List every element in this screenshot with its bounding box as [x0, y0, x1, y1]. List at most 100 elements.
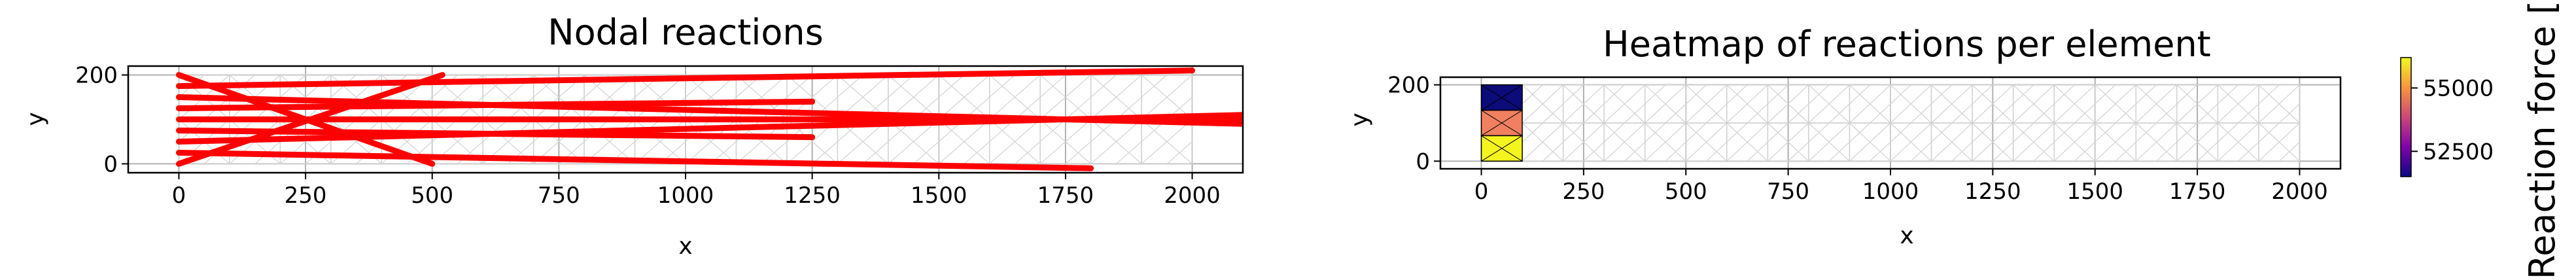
mesh-edge [2013, 84, 2055, 124]
mesh-edge [1951, 103, 1973, 124]
x-tick-label: 500 [411, 183, 453, 209]
x-tick-label: 1500 [2066, 179, 2123, 205]
x-tick-label: 1750 [2169, 179, 2226, 205]
mesh-edge [837, 75, 863, 97]
x-axis-label: x [1900, 222, 1913, 249]
mesh-edge [1645, 122, 1666, 143]
colorbar-tick-label: 55000 [2423, 75, 2494, 101]
mesh-edge [2176, 122, 2218, 162]
mesh-edge [1563, 84, 1605, 124]
mesh-edge [1910, 141, 1932, 162]
mesh-edge [2013, 84, 2034, 105]
mesh-edge [1141, 75, 1168, 97]
mesh-edge [2095, 84, 2136, 124]
mesh-edge [1603, 84, 1646, 124]
y-ticks: 0 200 [75, 63, 128, 177]
mesh-edge [1090, 75, 1117, 97]
mesh-edge [1726, 84, 1768, 124]
heatmap-panel: Heatmap of reactions per element 0 250 500… [1346, 24, 2342, 249]
mesh-edge [1685, 122, 1728, 162]
mesh-edge [2156, 103, 2178, 124]
x-tick-label: 250 [1562, 179, 1605, 205]
mesh-edge [2135, 84, 2157, 105]
mesh-edge [583, 119, 635, 164]
mesh-edge [1039, 119, 1092, 164]
x-tick-label: 0 [1474, 179, 1489, 205]
mesh-edge [1015, 141, 1041, 164]
mesh-edge [1726, 122, 1748, 143]
mesh-edge [1890, 122, 1911, 143]
mesh-edge [2053, 84, 2096, 124]
mesh-edge [2278, 103, 2300, 124]
mesh-edge [1767, 122, 1809, 162]
x-tick-label: 750 [1767, 179, 1809, 205]
x-ticks: 0 250 500 750 1000 1250 1500 1750 2000 [172, 173, 1221, 209]
mesh-edge [1972, 84, 1993, 105]
mesh-edge [457, 97, 483, 120]
x-tick-label: 750 [538, 183, 580, 209]
mesh-edge [1685, 84, 1707, 105]
mesh-edge [888, 119, 939, 164]
mesh-edge [432, 75, 458, 97]
mesh-edge [1065, 141, 1092, 164]
chart-title: Nodal reactions [548, 12, 824, 53]
mesh-edge [1808, 122, 1850, 162]
mesh-edge [406, 141, 433, 164]
mesh-edge [1972, 122, 2014, 162]
mesh-edge [1767, 84, 1789, 105]
mesh-edge [1603, 84, 1625, 105]
mesh-edge [1141, 119, 1192, 164]
mesh-edge [2013, 122, 2055, 162]
mesh-edge [2278, 141, 2300, 162]
mesh-edge [1685, 84, 1728, 124]
mesh-edge [2238, 103, 2259, 124]
colorbar-tick-label: 52500 [2423, 139, 2494, 165]
x-tick-label: 1500 [911, 183, 967, 209]
reaction-arrow [175, 112, 1243, 145]
mesh-edge [989, 119, 1041, 164]
mesh-edge [1166, 141, 1192, 164]
mesh-edge [1665, 103, 1686, 124]
mesh-edge [2217, 122, 2239, 143]
y-tick-label: 0 [103, 151, 118, 177]
chart-title: Heatmap of reactions per element [1603, 24, 2211, 65]
mesh-edge [2258, 122, 2280, 143]
colorbar: 52500 55000 Reaction force [ [2400, 1, 2563, 279]
cell-diagonal [1481, 135, 1523, 162]
mesh-edge [2033, 103, 2055, 124]
mesh-edge [1767, 122, 1789, 143]
mesh-edge [533, 119, 585, 164]
mesh-edge [1522, 122, 1564, 162]
mesh-edge [1767, 84, 1809, 124]
mesh-edge [2053, 84, 2075, 105]
mesh-edge [2074, 141, 2096, 162]
mesh-edge [1563, 84, 1584, 105]
y-tick-label: 0 [1416, 149, 1430, 175]
mesh-edge [1706, 103, 1728, 124]
mesh-edge [1726, 84, 1748, 105]
mesh-edge [1788, 103, 1809, 124]
reaction-arrow [175, 127, 816, 141]
reaction-arrow [175, 67, 1196, 90]
mesh-edge [1931, 84, 1973, 124]
mesh-edge [1645, 84, 1686, 124]
mesh-edge [1788, 141, 1809, 162]
x-tick-label: 1000 [1862, 179, 1919, 205]
mesh-edge [1808, 84, 1850, 124]
mesh-edge [1849, 122, 1871, 143]
mesh-edge [1931, 84, 1953, 105]
mesh-edge [1542, 141, 1564, 162]
heatmap-cells [1480, 84, 1523, 162]
mesh-edge [1870, 103, 1891, 124]
mesh-edge [1849, 122, 1891, 162]
x-tick-label: 500 [1665, 179, 1707, 205]
mesh-edge [2074, 103, 2096, 124]
mesh-edge [482, 119, 509, 142]
mesh-edge [1992, 103, 2014, 124]
y-tick-label: 200 [75, 63, 118, 89]
mesh-edge [1039, 75, 1066, 97]
mesh-edge [1603, 122, 1625, 143]
mesh-edge [2258, 84, 2280, 105]
mesh-edge [1870, 141, 1891, 162]
